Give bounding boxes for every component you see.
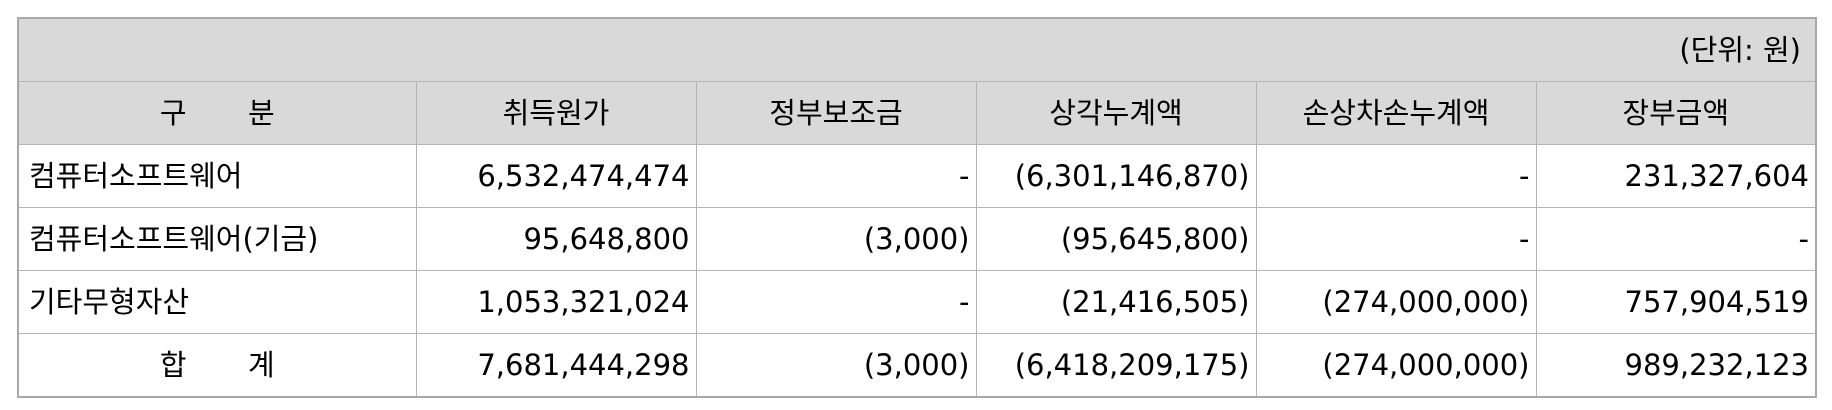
table-row: 기타무형자산 1,053,321,024 - (21,416,505) (274… xyxy=(17,270,1817,334)
cell-book-value: - xyxy=(1535,207,1817,271)
unit-label: (단위: 원) xyxy=(17,17,1817,82)
total-acquisition-cost: 7,681,444,298 xyxy=(415,333,697,398)
cell-government-grant: - xyxy=(695,270,977,334)
table-row: 컴퓨터소프트웨어 6,532,474,474 - (6,301,146,870)… xyxy=(17,144,1817,208)
table-row: 컴퓨터소프트웨어(기금) 95,648,800 (3,000) (95,645,… xyxy=(17,207,1817,271)
total-government-grant: (3,000) xyxy=(695,333,977,398)
intangible-assets-table: (단위: 원) 구 분 취득원가 정부보조금 상각누계액 손상차손누계액 장부금… xyxy=(17,17,1818,398)
total-accumulated-amortization: (6,418,209,175) xyxy=(975,333,1257,398)
cell-accumulated-impairment: - xyxy=(1255,207,1537,271)
cell-acquisition-cost: 1,053,321,024 xyxy=(415,270,697,334)
cell-book-value: 231,327,604 xyxy=(1535,144,1817,208)
cell-accumulated-impairment: (274,000,000) xyxy=(1255,270,1537,334)
cell-government-grant: (3,000) xyxy=(695,207,977,271)
header-accumulated-impairment: 손상차손누계액 xyxy=(1255,81,1537,145)
header-accumulated-amortization: 상각누계액 xyxy=(975,81,1257,145)
cell-accumulated-amortization: (21,416,505) xyxy=(975,270,1257,334)
cell-accumulated-impairment: - xyxy=(1255,144,1537,208)
header-acquisition-cost: 취득원가 xyxy=(415,81,697,145)
row-label: 기타무형자산 xyxy=(17,270,417,334)
total-book-value: 989,232,123 xyxy=(1535,333,1817,398)
cell-accumulated-amortization: (6,301,146,870) xyxy=(975,144,1257,208)
cell-acquisition-cost: 95,648,800 xyxy=(415,207,697,271)
header-book-value: 장부금액 xyxy=(1535,81,1817,145)
total-row: 합 계 7,681,444,298 (3,000) (6,418,209,175… xyxy=(17,333,1817,398)
cell-accumulated-amortization: (95,645,800) xyxy=(975,207,1257,271)
row-label: 컴퓨터소프트웨어(기금) xyxy=(17,207,417,271)
cell-government-grant: - xyxy=(695,144,977,208)
header-row: 구 분 취득원가 정부보조금 상각누계액 손상차손누계액 장부금액 xyxy=(17,81,1817,145)
cell-acquisition-cost: 6,532,474,474 xyxy=(415,144,697,208)
header-category: 구 분 xyxy=(17,81,417,145)
unit-row: (단위: 원) xyxy=(17,17,1817,82)
total-label: 합 계 xyxy=(17,333,417,398)
cell-book-value: 757,904,519 xyxy=(1535,270,1817,334)
asset-table-frame: (단위: 원) 구 분 취득원가 정부보조금 상각누계액 손상차손누계액 장부금… xyxy=(17,17,1818,398)
row-label: 컴퓨터소프트웨어 xyxy=(17,144,417,208)
header-government-grant: 정부보조금 xyxy=(695,81,977,145)
total-accumulated-impairment: (274,000,000) xyxy=(1255,333,1537,398)
